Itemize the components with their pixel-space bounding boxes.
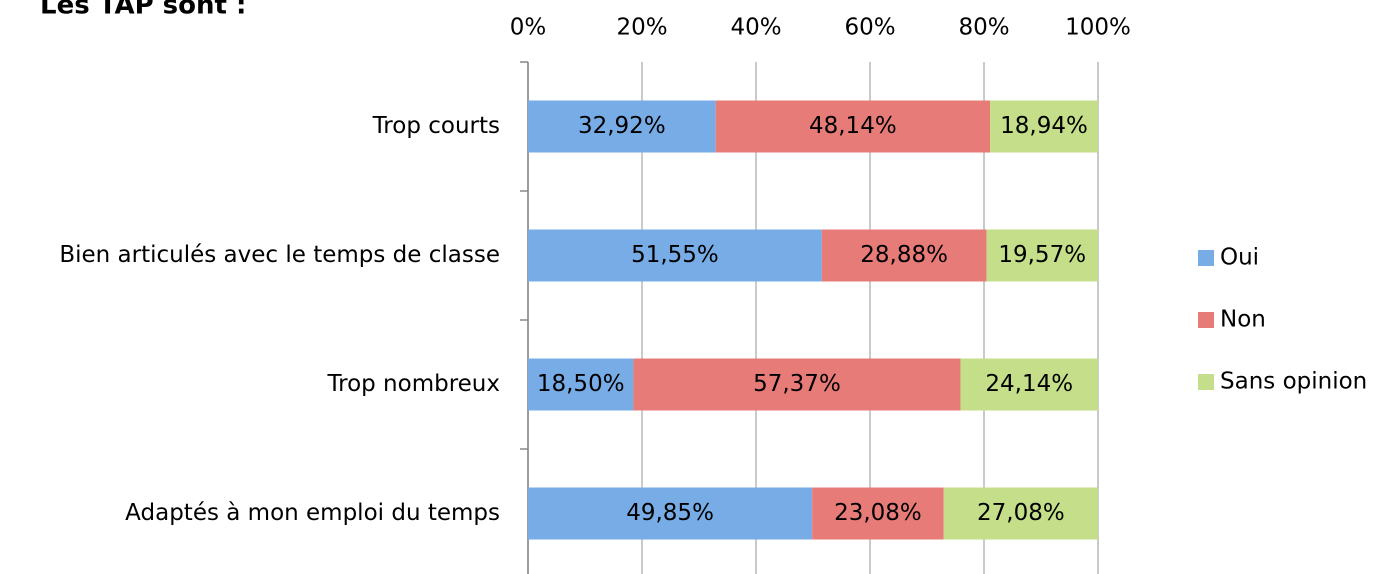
data-label: 27,08% [977,500,1065,526]
bar-segment [528,487,813,540]
data-label: 18,94% [1000,113,1088,139]
bar-segment [990,100,1098,153]
y-tick-label: Trop courts [372,113,500,139]
y-tick-label: Bien articulés avec le temps de classe [59,242,500,268]
data-label: 19,57% [998,242,1086,268]
x-tick-label: 100% [1065,15,1131,41]
bar-segment [821,229,987,282]
bar-segment [528,100,716,153]
data-label: 49,85% [626,500,714,526]
x-tick-label: 40% [730,15,781,41]
chart-title: Les TAP sont : [40,0,246,21]
bar-segment [528,229,822,282]
bar-segment [528,358,634,411]
legend-swatch [1198,312,1214,328]
data-label: 28,88% [860,242,948,268]
data-label: 18,50% [537,371,625,397]
legend-label: Non [1220,307,1266,333]
data-label: 51,55% [631,242,719,268]
data-label: 57,37% [753,371,841,397]
legend-swatch [1198,250,1214,266]
legend-swatch [1198,374,1214,390]
y-tick-label: Trop nombreux [326,371,500,397]
x-tick-label: 80% [958,15,1009,41]
data-label: 32,92% [578,113,666,139]
y-tick-label: Adaptés à mon emploi du temps [125,500,500,526]
data-label: 23,08% [834,500,922,526]
legend-label: Sans opinion [1220,369,1367,395]
bar-segment [943,487,1099,540]
bar-segment [986,229,1098,282]
data-label: 24,14% [985,371,1073,397]
legend-label: Oui [1220,245,1259,271]
x-tick-label: 20% [616,15,667,41]
data-label: 48,14% [809,113,897,139]
bar-segment [812,487,944,540]
bar-segment [633,358,961,411]
x-tick-label: 60% [844,15,895,41]
x-tick-label: 0% [510,15,547,41]
bar-segment [960,358,1099,411]
bar-segment [715,100,991,153]
